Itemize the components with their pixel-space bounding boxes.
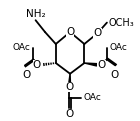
Text: O: O xyxy=(22,70,30,80)
Text: O: O xyxy=(66,27,74,37)
Text: OAc: OAc xyxy=(109,43,127,52)
Text: OAc: OAc xyxy=(83,93,101,102)
Text: OCH₃: OCH₃ xyxy=(108,18,134,28)
Text: OAc: OAc xyxy=(13,43,31,52)
Text: O: O xyxy=(93,28,102,38)
Polygon shape xyxy=(68,74,71,87)
Text: O: O xyxy=(97,60,106,70)
Polygon shape xyxy=(84,63,97,66)
Text: O: O xyxy=(33,60,41,70)
Text: O: O xyxy=(65,109,74,119)
Text: NH₂: NH₂ xyxy=(26,9,45,19)
Text: O: O xyxy=(65,82,74,92)
Text: O: O xyxy=(110,70,118,80)
